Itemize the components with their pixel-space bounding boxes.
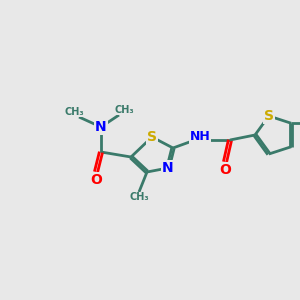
Text: S: S	[147, 130, 157, 144]
Text: CH₃: CH₃	[129, 192, 149, 202]
Text: O: O	[90, 173, 102, 187]
Text: CH₃: CH₃	[114, 105, 134, 115]
Text: O: O	[219, 163, 231, 177]
Text: S: S	[264, 109, 274, 123]
Text: N: N	[162, 161, 174, 175]
Text: N: N	[95, 120, 107, 134]
Text: CH₃: CH₃	[64, 107, 84, 117]
Text: NH: NH	[190, 130, 210, 143]
